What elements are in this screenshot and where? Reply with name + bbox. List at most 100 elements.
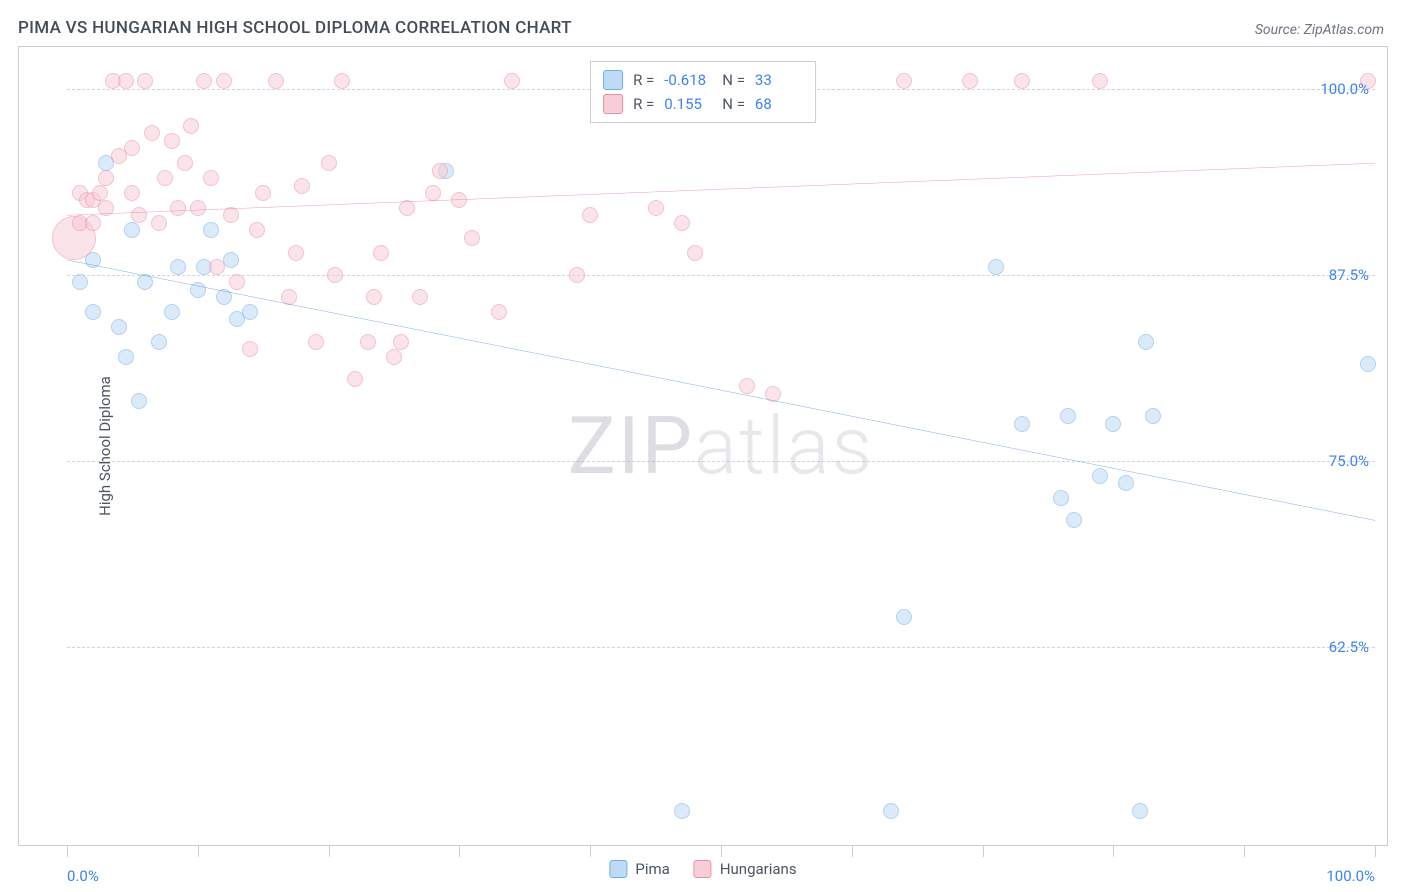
legend-item: Hungarians xyxy=(694,860,797,878)
stats-box: R =-0.618N =33R =0.155N =68 xyxy=(590,61,816,123)
scatter-point xyxy=(190,200,206,216)
x-tick xyxy=(721,845,722,857)
y-tick-label: 87.5% xyxy=(1329,266,1369,284)
legend-swatch xyxy=(694,860,712,878)
n-label: N = xyxy=(722,71,745,89)
trend-line xyxy=(67,260,1375,520)
scatter-point xyxy=(229,274,245,290)
scatter-point xyxy=(883,803,899,819)
scatter-point xyxy=(1014,73,1030,89)
scatter-point xyxy=(151,334,167,350)
scatter-point xyxy=(203,170,219,186)
scatter-point xyxy=(962,73,978,89)
source-attribution: Source: ZipAtlas.com xyxy=(1255,22,1384,38)
scatter-point xyxy=(249,222,265,238)
scatter-point xyxy=(334,73,350,89)
scatter-point xyxy=(451,192,467,208)
scatter-point xyxy=(432,163,448,179)
scatter-point xyxy=(347,371,363,387)
scatter-point xyxy=(674,803,690,819)
scatter-point xyxy=(399,200,415,216)
y-tick-label: 100.0% xyxy=(1320,80,1369,98)
legend-swatch xyxy=(609,860,627,878)
scatter-point xyxy=(203,222,219,238)
series-swatch xyxy=(603,70,623,90)
scatter-point xyxy=(491,304,507,320)
gridline xyxy=(67,461,1375,462)
r-label: R = xyxy=(633,71,654,89)
scatter-point xyxy=(674,215,690,231)
trend-lines xyxy=(67,59,1375,833)
scatter-point xyxy=(183,118,199,134)
scatter-point xyxy=(464,230,480,246)
scatter-point xyxy=(582,207,598,223)
scatter-point xyxy=(765,386,781,402)
scatter-point xyxy=(988,259,1004,275)
scatter-point xyxy=(1360,356,1376,372)
gridline xyxy=(67,275,1375,276)
scatter-point xyxy=(1138,334,1154,350)
scatter-point xyxy=(294,178,310,194)
scatter-point xyxy=(393,334,409,350)
scatter-point xyxy=(504,73,520,89)
scatter-point xyxy=(412,289,428,305)
scatter-point xyxy=(137,73,153,89)
x-tick xyxy=(459,845,460,857)
watermark: ZIPatlas xyxy=(568,399,874,493)
scatter-point xyxy=(72,274,88,290)
scatter-point xyxy=(360,334,376,350)
n-value: 68 xyxy=(755,95,803,113)
scatter-point xyxy=(131,207,147,223)
scatter-point xyxy=(223,207,239,223)
scatter-point xyxy=(896,609,912,625)
scatter-point xyxy=(164,133,180,149)
series-swatch xyxy=(603,94,623,114)
stats-row: R =0.155N =68 xyxy=(603,92,803,116)
watermark-zip: ZIP xyxy=(568,399,694,493)
scatter-point xyxy=(425,185,441,201)
chart-title: PIMA VS HUNGARIAN HIGH SCHOOL DIPLOMA CO… xyxy=(18,18,572,38)
scatter-point xyxy=(92,185,108,201)
r-label: R = xyxy=(633,95,654,113)
scatter-point xyxy=(1066,512,1082,528)
scatter-point xyxy=(373,245,389,261)
gridline xyxy=(67,647,1375,648)
r-value: -0.618 xyxy=(664,71,712,89)
scatter-point xyxy=(85,304,101,320)
scatter-point xyxy=(1105,416,1121,432)
scatter-point xyxy=(308,334,324,350)
scatter-point xyxy=(288,245,304,261)
scatter-point xyxy=(648,200,664,216)
legend-item: Pima xyxy=(609,860,669,878)
scatter-point xyxy=(111,319,127,335)
stats-row: R =-0.618N =33 xyxy=(603,68,803,92)
x-tick xyxy=(1244,845,1245,857)
scatter-point xyxy=(687,245,703,261)
scatter-point xyxy=(124,140,140,156)
watermark-atlas: atlas xyxy=(694,399,874,493)
x-axis-min-label: 0.0% xyxy=(67,867,99,885)
scatter-point xyxy=(281,289,297,305)
x-tick xyxy=(1113,845,1114,857)
scatter-point xyxy=(131,393,147,409)
scatter-point xyxy=(242,341,258,357)
scatter-point xyxy=(190,282,206,298)
x-tick xyxy=(852,845,853,857)
scatter-point xyxy=(98,200,114,216)
scatter-point xyxy=(739,378,755,394)
scatter-point xyxy=(1014,416,1030,432)
scatter-point xyxy=(124,222,140,238)
scatter-point xyxy=(1092,73,1108,89)
scatter-point xyxy=(98,170,114,186)
scatter-point xyxy=(386,349,402,365)
scatter-point xyxy=(242,304,258,320)
scatter-point xyxy=(85,215,101,231)
scatter-point xyxy=(196,73,212,89)
scatter-point xyxy=(255,185,271,201)
scatter-point xyxy=(366,289,382,305)
scatter-point xyxy=(124,185,140,201)
chart-container: High School Diploma ZIPatlas 62.5%75.0%8… xyxy=(18,46,1388,846)
scatter-point xyxy=(216,289,232,305)
scatter-point xyxy=(118,73,134,89)
scatter-point xyxy=(321,155,337,171)
